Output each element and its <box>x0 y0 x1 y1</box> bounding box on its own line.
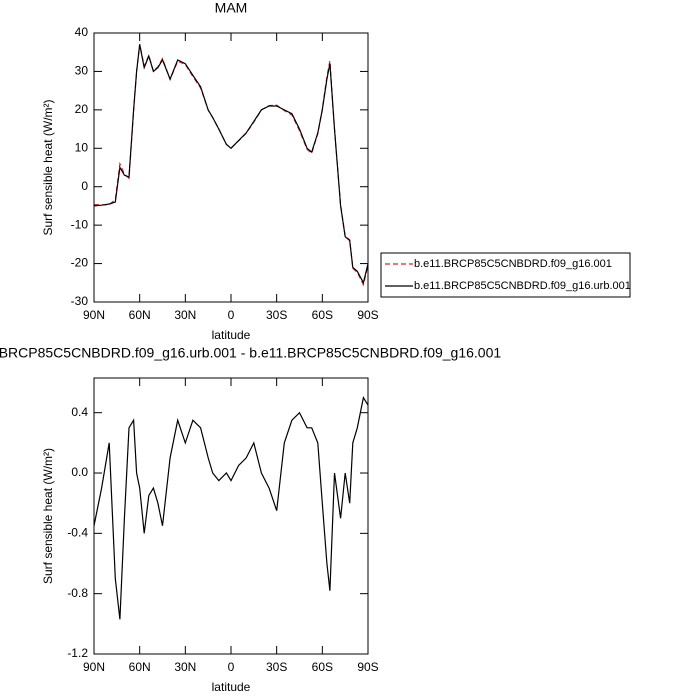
y-tick-label: 0.4 <box>71 405 88 419</box>
x-tick-label: 90S <box>357 660 378 674</box>
x-tick-label: 30S <box>266 308 287 322</box>
y-tick-label: -0.8 <box>67 586 88 600</box>
legend-label: b.e11.BRCP85C5CNBDRD.f09_g16.urb.001 <box>414 280 631 292</box>
plot-frame <box>93 377 369 655</box>
x-tick-label: 90N <box>83 308 105 322</box>
x-tick-label: 30N <box>174 308 196 322</box>
y-tick-label: -20 <box>71 256 89 270</box>
y-tick-label: -10 <box>71 217 89 231</box>
y-tick-label: 10 <box>75 140 89 154</box>
x-tick-label: 60N <box>129 308 151 322</box>
legend-label: b.e11.BRCP85C5CNBDRD.f09_g16.001 <box>414 258 612 270</box>
plot-frame <box>93 32 369 303</box>
y-tick-label: 20 <box>75 102 89 116</box>
x-tick-label: 0 <box>228 308 235 322</box>
x-tick-label: 90N <box>83 660 105 674</box>
x-axis-label: latitude <box>212 328 251 342</box>
y-axis-label: Surf sensible heat (W/m²) <box>41 99 55 235</box>
data-line <box>93 44 369 285</box>
chart-title: MAM <box>215 0 248 16</box>
x-tick-label: 0 <box>228 660 235 674</box>
y-tick-label: -1.2 <box>67 646 88 660</box>
x-tick-label: 60N <box>129 660 151 674</box>
x-tick-label: 60S <box>312 660 333 674</box>
x-tick-label: 30N <box>174 660 196 674</box>
y-tick-label: -0.4 <box>67 526 88 540</box>
y-tick-label: 30 <box>75 64 89 78</box>
data-line <box>93 395 369 620</box>
x-tick-label: 60S <box>312 308 333 322</box>
chart-title: b.e11.BRCP85C5CNBDRD.f09_g16.urb.001 - b… <box>0 345 501 361</box>
x-tick-label: 90S <box>357 308 378 322</box>
y-tick-label: 0.0 <box>71 465 88 479</box>
y-tick-label: 0 <box>81 179 88 193</box>
y-axis-label: Surf sensible heat (W/m²) <box>41 448 55 584</box>
x-tick-label: 30S <box>266 660 287 674</box>
x-axis-label: latitude <box>212 680 251 694</box>
legend-box <box>380 252 631 298</box>
y-tick-label: 40 <box>75 25 89 39</box>
y-tick-label: -30 <box>71 294 89 308</box>
